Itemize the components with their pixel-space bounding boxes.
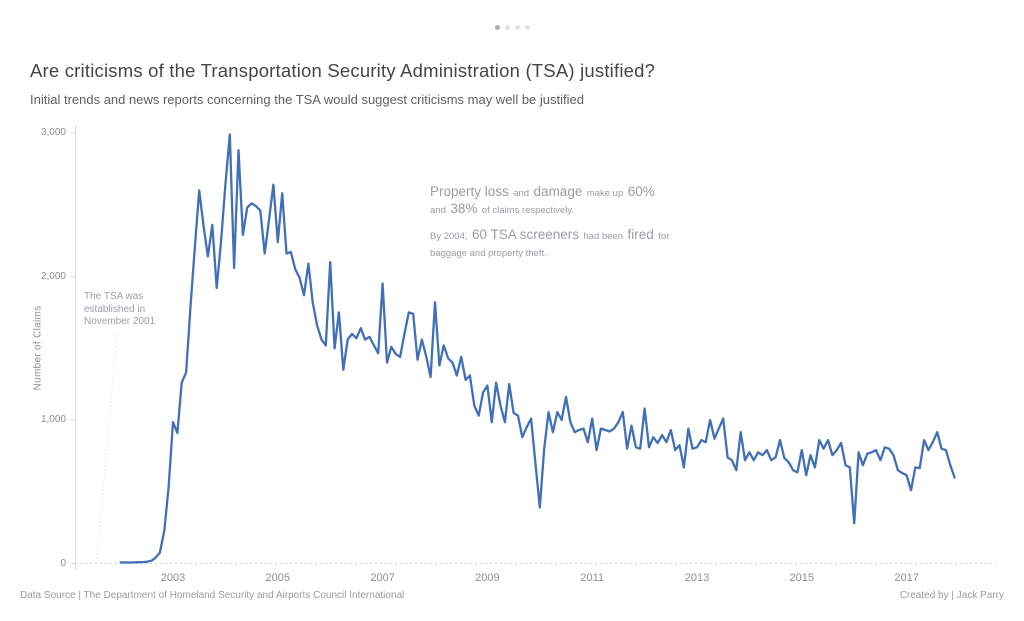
x-tick-label: 2005 <box>265 572 291 584</box>
annotation-property-seg5: 60% <box>627 184 655 199</box>
annotation-property-loss: Property loss and damage make up 60% and… <box>430 184 670 218</box>
annotation-screeners-seg3: had been <box>583 231 624 242</box>
annotation-tsa-text: The TSA was established in November 2001 <box>84 291 156 327</box>
pagination-dot-1[interactable] <box>494 25 500 30</box>
x-tick-label: 2009 <box>475 572 500 584</box>
annotation-property-seg1: Property loss <box>430 184 509 199</box>
annotation-property-seg7: 38% <box>450 201 478 216</box>
y-tick-label: 1,000 <box>40 414 66 425</box>
footer-credit: Created by | Jack Parry <box>899 590 1004 601</box>
x-tick-label: 2013 <box>684 572 710 584</box>
y-axis-title: Number of Claims <box>32 305 44 391</box>
footer-data-source: Data Source | The Department of Homeland… <box>20 590 405 601</box>
annotation-property-seg8: of claims respectively. <box>481 205 575 216</box>
y-tick-label: 3,000 <box>40 127 66 138</box>
x-tick-label: 2015 <box>789 572 815 584</box>
x-tick-label: 2017 <box>894 572 919 584</box>
annotation-screeners-seg5: for baggage and property theft. <box>430 231 670 259</box>
pagination-dot-3[interactable] <box>514 25 520 30</box>
annotation-screeners-fired: By 2004, 60 TSA screeners had been fired… <box>430 227 670 261</box>
y-axis-tickmarks <box>71 132 75 564</box>
pagination-dots[interactable] <box>0 25 1024 30</box>
pagination-dot-4[interactable] <box>524 25 530 30</box>
annotation-property-seg4: make up <box>586 188 624 199</box>
page-subtitle: Initial trends and news reports concerni… <box>30 92 584 107</box>
annotation-property-seg3: damage <box>533 184 583 199</box>
x-tick-label: 2011 <box>580 572 605 584</box>
y-tick-label: 0 <box>60 557 66 569</box>
annotation-screeners-seg4: fired <box>627 227 654 242</box>
annotation-tsa-established: The TSA was established in November 2001 <box>84 291 170 329</box>
annotation-property-seg6: and <box>430 205 446 216</box>
x-tick-label: 2007 <box>370 572 395 584</box>
annotation-screeners-seg2: 60 TSA screeners <box>471 227 580 242</box>
annotation-leader-line <box>96 333 118 561</box>
pagination-dot-2[interactable] <box>504 25 510 30</box>
x-tick-label: 2003 <box>160 572 186 584</box>
claims-series-line[interactable] <box>119 133 956 564</box>
y-tick-label: 2,000 <box>40 270 66 282</box>
annotation-property-seg2: and <box>513 188 530 199</box>
annotation-screeners-seg1: By 2004, <box>430 231 468 242</box>
page-title: Are criticisms of the Transportation Sec… <box>30 60 656 81</box>
